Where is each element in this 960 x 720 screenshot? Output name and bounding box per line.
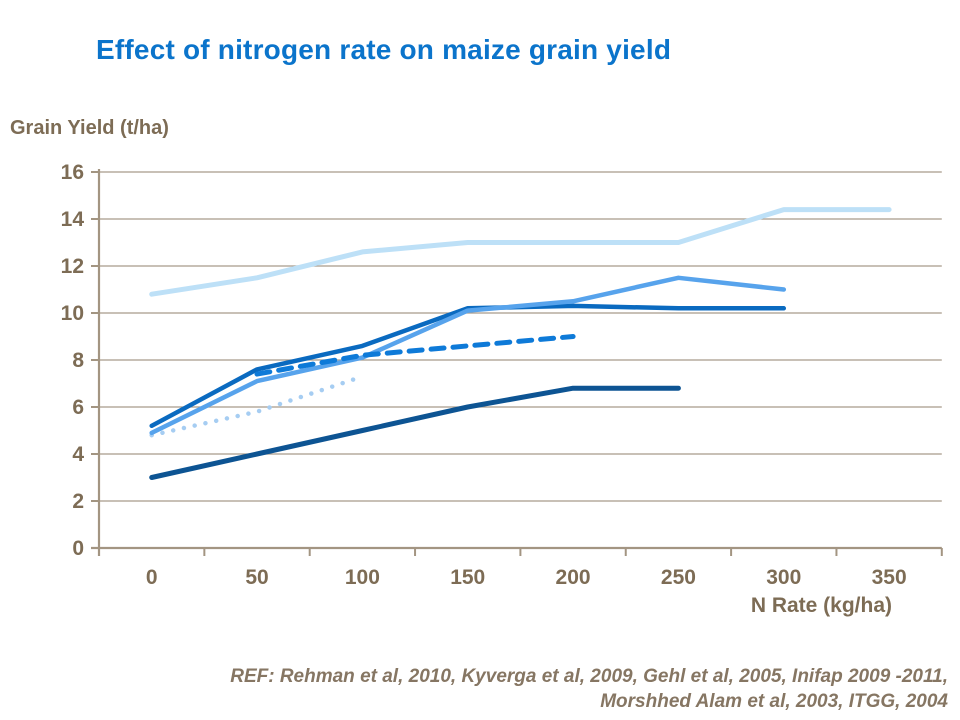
reference-line-1: REF: Rehman et al, 2010, Kyverga et al, … xyxy=(230,666,948,687)
reference-text: REF: Rehman et al, 2010, Kyverga et al, … xyxy=(100,664,948,714)
x-tick-label-200: 200 xyxy=(556,566,591,589)
series-lightest-blue xyxy=(149,207,892,297)
x-tick-label-100: 100 xyxy=(345,566,380,589)
y-axis-title: Grain Yield (t/ha) xyxy=(10,117,169,139)
x-tick-label-0: 0 xyxy=(146,566,158,589)
x-tick-label-350: 350 xyxy=(872,566,907,589)
series-dashed-bright-blue xyxy=(254,334,576,377)
series-sky-blue xyxy=(149,275,787,436)
y-tick-label-16: 16 xyxy=(61,161,84,184)
series-medium-dark-blue xyxy=(149,303,787,429)
x-tick-label-300: 300 xyxy=(766,566,801,589)
x-tick-label-250: 250 xyxy=(661,566,696,589)
y-tick-label-8: 8 xyxy=(72,349,84,372)
series-navy xyxy=(149,385,681,480)
x-axis-title: N Rate (kg/ha) xyxy=(750,594,892,617)
chart-title: Effect of nitrogen rate on maize grain y… xyxy=(96,34,672,65)
y-tick-label-14: 14 xyxy=(61,208,85,231)
x-tick-label-50: 50 xyxy=(245,566,268,589)
reference-line-2: Morshhed Alam et al, 2003, ITGG, 2004 xyxy=(600,691,948,712)
y-tick-label-2: 2 xyxy=(72,490,84,513)
y-tick-label-4: 4 xyxy=(72,443,84,466)
series-dotted-pale-blue xyxy=(149,374,365,438)
x-tick-label-150: 150 xyxy=(450,566,485,589)
y-tick-label-0: 0 xyxy=(72,537,84,560)
y-tick-label-6: 6 xyxy=(72,396,84,419)
y-tick-label-10: 10 xyxy=(61,302,84,325)
y-tick-label-12: 12 xyxy=(61,255,84,278)
